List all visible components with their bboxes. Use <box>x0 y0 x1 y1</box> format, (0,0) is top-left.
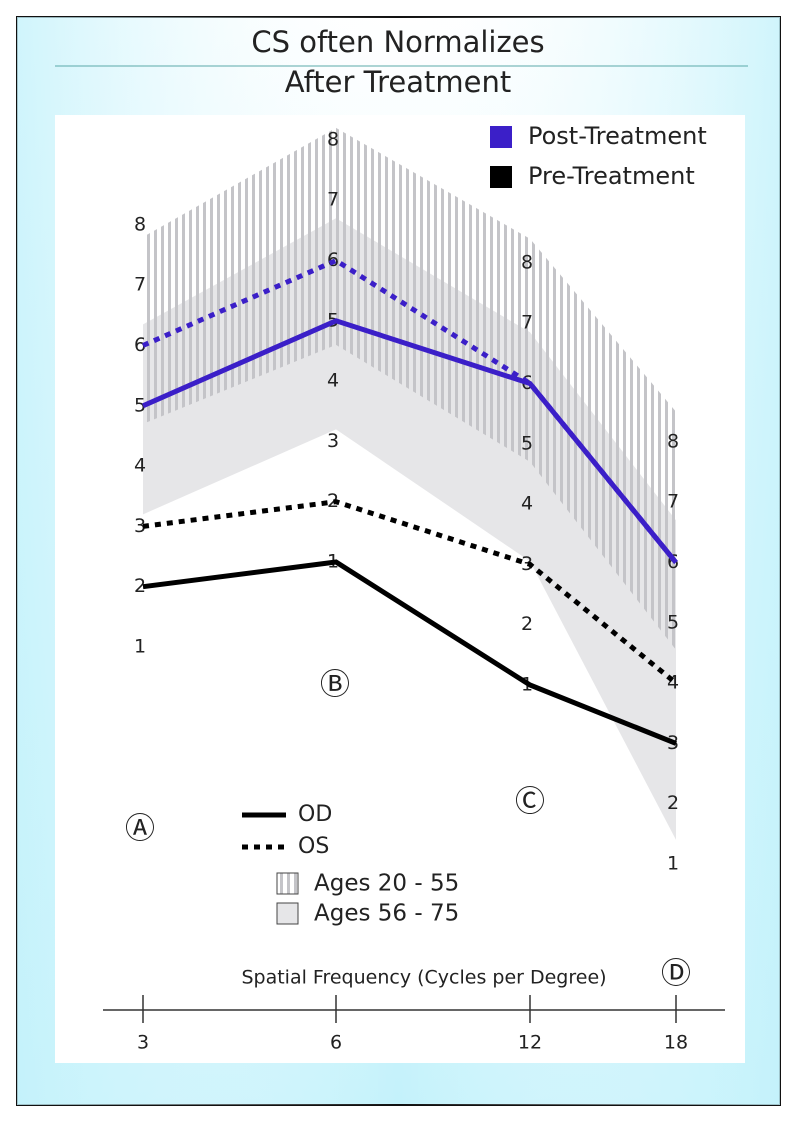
level-label: 2 <box>667 792 679 814</box>
level-label: 5 <box>134 394 146 416</box>
level-label: 8 <box>327 128 339 150</box>
legend-label: OS <box>298 834 329 859</box>
level-label: 7 <box>521 312 533 334</box>
level-label: 8 <box>521 251 533 273</box>
x-tick-label: 12 <box>518 1032 542 1054</box>
level-label: 7 <box>667 491 679 513</box>
level-label: 8 <box>134 213 146 235</box>
level-label: 2 <box>521 613 533 635</box>
legend-swatch <box>276 872 299 895</box>
age-band <box>143 127 676 650</box>
level-label: 5 <box>521 432 533 454</box>
bands <box>143 127 676 840</box>
x-axis-label: Spatial Frequency (Cycles per Degree) <box>241 967 606 989</box>
column-letter: Ⓒ <box>515 785 545 820</box>
legend-label: Ages 56 - 75 <box>314 901 459 927</box>
level-label: 3 <box>134 515 146 537</box>
lines <box>141 257 678 746</box>
level-label: 4 <box>521 493 533 515</box>
level-label: 5 <box>667 611 679 633</box>
level-label: 8 <box>667 430 679 452</box>
x-tick-label: 6 <box>330 1032 342 1054</box>
level-label: 7 <box>327 189 339 211</box>
legend-label: Ages 20 - 55 <box>314 871 459 897</box>
level-label: 1 <box>134 636 146 658</box>
level-label: 2 <box>134 575 146 597</box>
level-label: 3 <box>521 553 533 575</box>
chart-subtitle: After Treatment <box>285 65 511 99</box>
level-label: 4 <box>134 455 146 477</box>
legend-swatch <box>276 902 299 925</box>
level-label: 4 <box>667 672 679 694</box>
column-letter: Ⓐ <box>125 812 155 847</box>
legend-label: OD <box>298 802 332 827</box>
level-label: 3 <box>327 430 339 452</box>
level-label: 7 <box>134 274 146 296</box>
column-letter: Ⓓ <box>661 957 691 992</box>
series-line <box>142 559 677 746</box>
level-label: 4 <box>327 370 339 392</box>
legend-label: Post-Treatment <box>528 122 707 150</box>
level-label: 2 <box>327 490 339 512</box>
level-label: 6 <box>134 334 146 356</box>
chart-title: CS often Normalizes <box>251 25 544 59</box>
legend-label: Pre-Treatment <box>528 162 695 190</box>
legend-swatch <box>490 126 512 148</box>
level-label: 1 <box>667 853 679 875</box>
series-line <box>142 499 678 686</box>
series-line <box>141 257 678 565</box>
x-tick-label: 18 <box>664 1032 688 1054</box>
column-letter: Ⓑ <box>320 668 350 703</box>
x-tick-label: 3 <box>137 1032 149 1054</box>
legend-swatch <box>490 166 512 188</box>
